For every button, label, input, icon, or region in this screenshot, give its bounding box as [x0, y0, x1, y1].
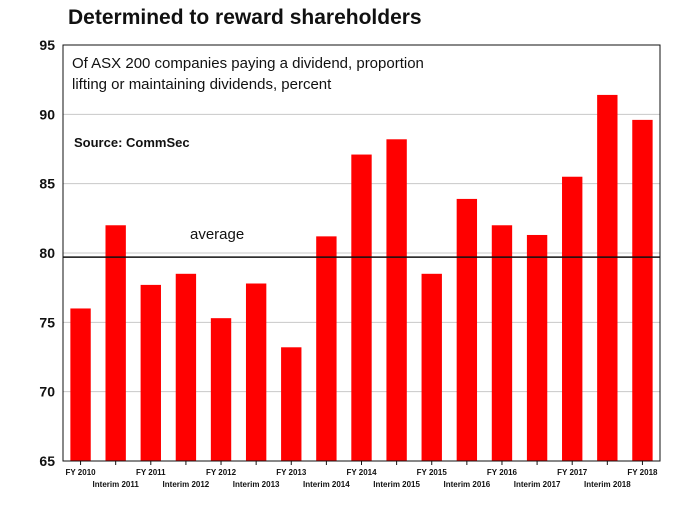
x-tick-label: FY 2016 [487, 468, 518, 477]
source-label: Source: CommSec [74, 135, 190, 150]
chart-subtitle-line-2: lifting or maintaining dividends, percen… [72, 76, 332, 93]
bar [316, 236, 337, 461]
bars [70, 94, 653, 462]
chart-title: Determined to reward shareholders [68, 6, 422, 29]
bar [456, 198, 478, 462]
y-tick-label: 75 [39, 314, 55, 330]
x-tick-label: Interim 2014 [303, 480, 350, 489]
y-tick-label: 70 [39, 384, 55, 400]
x-tick-label: Interim 2013 [233, 480, 280, 489]
y-axis: 65 70 75 80 85 90 95 [39, 37, 55, 469]
chart-subtitle-line-1: Of ASX 200 companies paying a dividend, … [72, 55, 424, 72]
bar [491, 225, 513, 461]
x-tick-label: Interim 2016 [444, 480, 491, 489]
bar [105, 225, 126, 461]
x-axis: FY 2010 Interim 2011 FY 2011 Interim 2012 FY… [66, 461, 658, 489]
bar [351, 154, 372, 461]
y-tick-label: 95 [39, 37, 55, 53]
bar [632, 119, 653, 461]
average-label: average [190, 226, 244, 243]
x-tick-label: FY 2014 [346, 468, 377, 477]
bar [140, 284, 161, 461]
x-tick-label: Interim 2015 [373, 480, 420, 489]
bar [597, 94, 618, 462]
y-tick-label: 85 [39, 176, 55, 192]
x-tick-label: Interim 2018 [584, 480, 631, 489]
x-tick-label: FY 2017 [557, 468, 588, 477]
bar [562, 176, 583, 461]
bar [70, 308, 91, 461]
bar [175, 273, 197, 461]
bar [421, 273, 442, 461]
x-tick-label: FY 2010 [66, 468, 97, 477]
x-tick-label: FY 2011 [136, 468, 166, 477]
x-tick-label: Interim 2017 [514, 480, 561, 489]
y-tick-label: 65 [39, 453, 55, 469]
x-tick-label: FY 2013 [276, 468, 307, 477]
bar [526, 234, 548, 461]
bar [210, 318, 232, 461]
x-tick-label: FY 2015 [417, 468, 448, 477]
x-tick-label: Interim 2011 [93, 480, 140, 489]
x-tick-label: Interim 2012 [163, 480, 210, 489]
y-tick-label: 80 [39, 245, 55, 261]
bar [386, 139, 407, 461]
x-tick-label: FY 2012 [206, 468, 237, 477]
y-tick-label: 90 [39, 106, 55, 122]
x-tick-label: FY 2018 [627, 468, 658, 477]
bar [245, 283, 267, 461]
bar [281, 347, 302, 461]
